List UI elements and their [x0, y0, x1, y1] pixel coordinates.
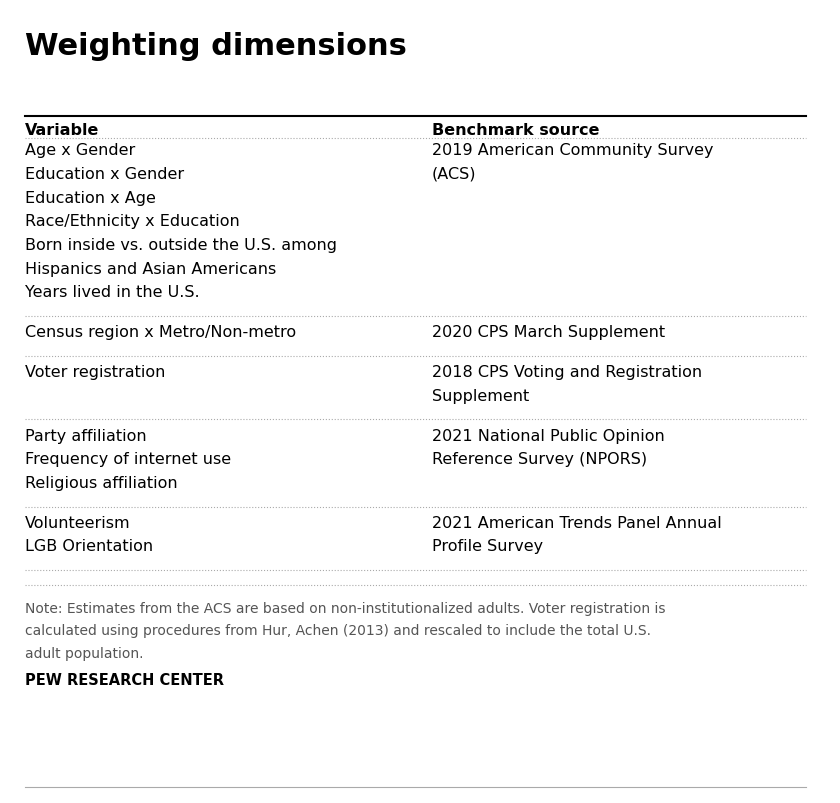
Text: Hispanics and Asian Americans: Hispanics and Asian Americans — [25, 261, 276, 276]
Text: Frequency of internet use: Frequency of internet use — [25, 451, 231, 467]
Text: Volunteerism: Volunteerism — [25, 516, 130, 530]
Text: (ACS): (ACS) — [432, 167, 476, 181]
Text: Age x Gender: Age x Gender — [25, 143, 135, 158]
Text: calculated using procedures from Hur, Achen (2013) and rescaled to include the t: calculated using procedures from Hur, Ac… — [25, 624, 651, 638]
Text: Note: Estimates from the ACS are based on non-institutionalized adults. Voter re: Note: Estimates from the ACS are based o… — [25, 601, 665, 615]
Text: Race/Ethnicity x Education: Race/Ethnicity x Education — [25, 214, 239, 229]
Text: adult population.: adult population. — [25, 646, 144, 660]
Text: Variable: Variable — [25, 123, 99, 138]
Text: Education x Gender: Education x Gender — [25, 167, 184, 181]
Text: Supplement: Supplement — [432, 389, 529, 403]
Text: Census region x Metro/Non-metro: Census region x Metro/Non-metro — [25, 325, 296, 340]
Text: Reference Survey (NPORS): Reference Survey (NPORS) — [432, 451, 648, 467]
Text: Education x Age: Education x Age — [25, 190, 155, 206]
Text: Voter registration: Voter registration — [25, 365, 165, 380]
Text: 2021 National Public Opinion: 2021 National Public Opinion — [432, 428, 664, 443]
Text: 2020 CPS March Supplement: 2020 CPS March Supplement — [432, 325, 665, 340]
Text: Weighting dimensions: Weighting dimensions — [25, 32, 407, 61]
Text: 2018 CPS Voting and Registration: 2018 CPS Voting and Registration — [432, 365, 702, 380]
Text: 2019 American Community Survey: 2019 American Community Survey — [432, 143, 714, 158]
Text: Benchmark source: Benchmark source — [432, 123, 600, 138]
Text: 2021 American Trends Panel Annual: 2021 American Trends Panel Annual — [432, 516, 722, 530]
Text: Party affiliation: Party affiliation — [25, 428, 146, 443]
Text: LGB Orientation: LGB Orientation — [25, 539, 153, 554]
Text: PEW RESEARCH CENTER: PEW RESEARCH CENTER — [25, 673, 224, 687]
Text: Born inside vs. outside the U.S. among: Born inside vs. outside the U.S. among — [25, 238, 337, 253]
Text: Religious affiliation: Religious affiliation — [25, 475, 177, 491]
Text: Years lived in the U.S.: Years lived in the U.S. — [25, 285, 200, 300]
Text: Profile Survey: Profile Survey — [432, 539, 543, 554]
